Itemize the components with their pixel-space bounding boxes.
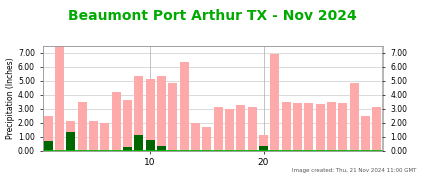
Bar <box>214 107 223 150</box>
Bar <box>293 103 302 150</box>
Bar <box>146 140 155 150</box>
Bar <box>304 103 313 150</box>
Bar <box>327 102 336 150</box>
Bar <box>168 83 177 150</box>
Bar <box>338 103 347 150</box>
Bar <box>66 132 75 150</box>
Bar <box>146 79 155 150</box>
Bar <box>191 122 200 150</box>
Bar <box>112 92 121 150</box>
Bar <box>134 76 143 150</box>
Bar <box>361 116 370 150</box>
Bar <box>372 107 381 150</box>
Bar <box>316 104 325 150</box>
Bar <box>44 141 53 150</box>
Bar <box>78 102 87 150</box>
Bar <box>225 108 234 150</box>
Bar <box>248 107 257 150</box>
Bar <box>123 100 132 150</box>
Bar <box>100 122 109 150</box>
Y-axis label: Precipitation (Inches): Precipitation (Inches) <box>6 57 15 139</box>
Bar <box>259 135 268 150</box>
Bar <box>180 62 189 150</box>
Bar <box>134 135 143 150</box>
Bar <box>270 54 279 150</box>
Bar <box>236 105 245 150</box>
Bar <box>259 146 268 150</box>
Bar <box>282 102 291 150</box>
Bar <box>44 116 53 150</box>
Text: Image created: Thu, 21 Nov 2024 11:00 GMT: Image created: Thu, 21 Nov 2024 11:00 GM… <box>292 168 416 173</box>
Bar <box>55 46 64 150</box>
Bar <box>157 76 166 150</box>
Text: Beaumont Port Arthur TX - Nov 2024: Beaumont Port Arthur TX - Nov 2024 <box>68 9 357 23</box>
Bar <box>202 127 211 150</box>
Bar <box>123 147 132 150</box>
Bar <box>350 83 359 150</box>
Bar <box>66 121 75 150</box>
Bar <box>157 146 166 150</box>
Bar <box>89 121 98 150</box>
